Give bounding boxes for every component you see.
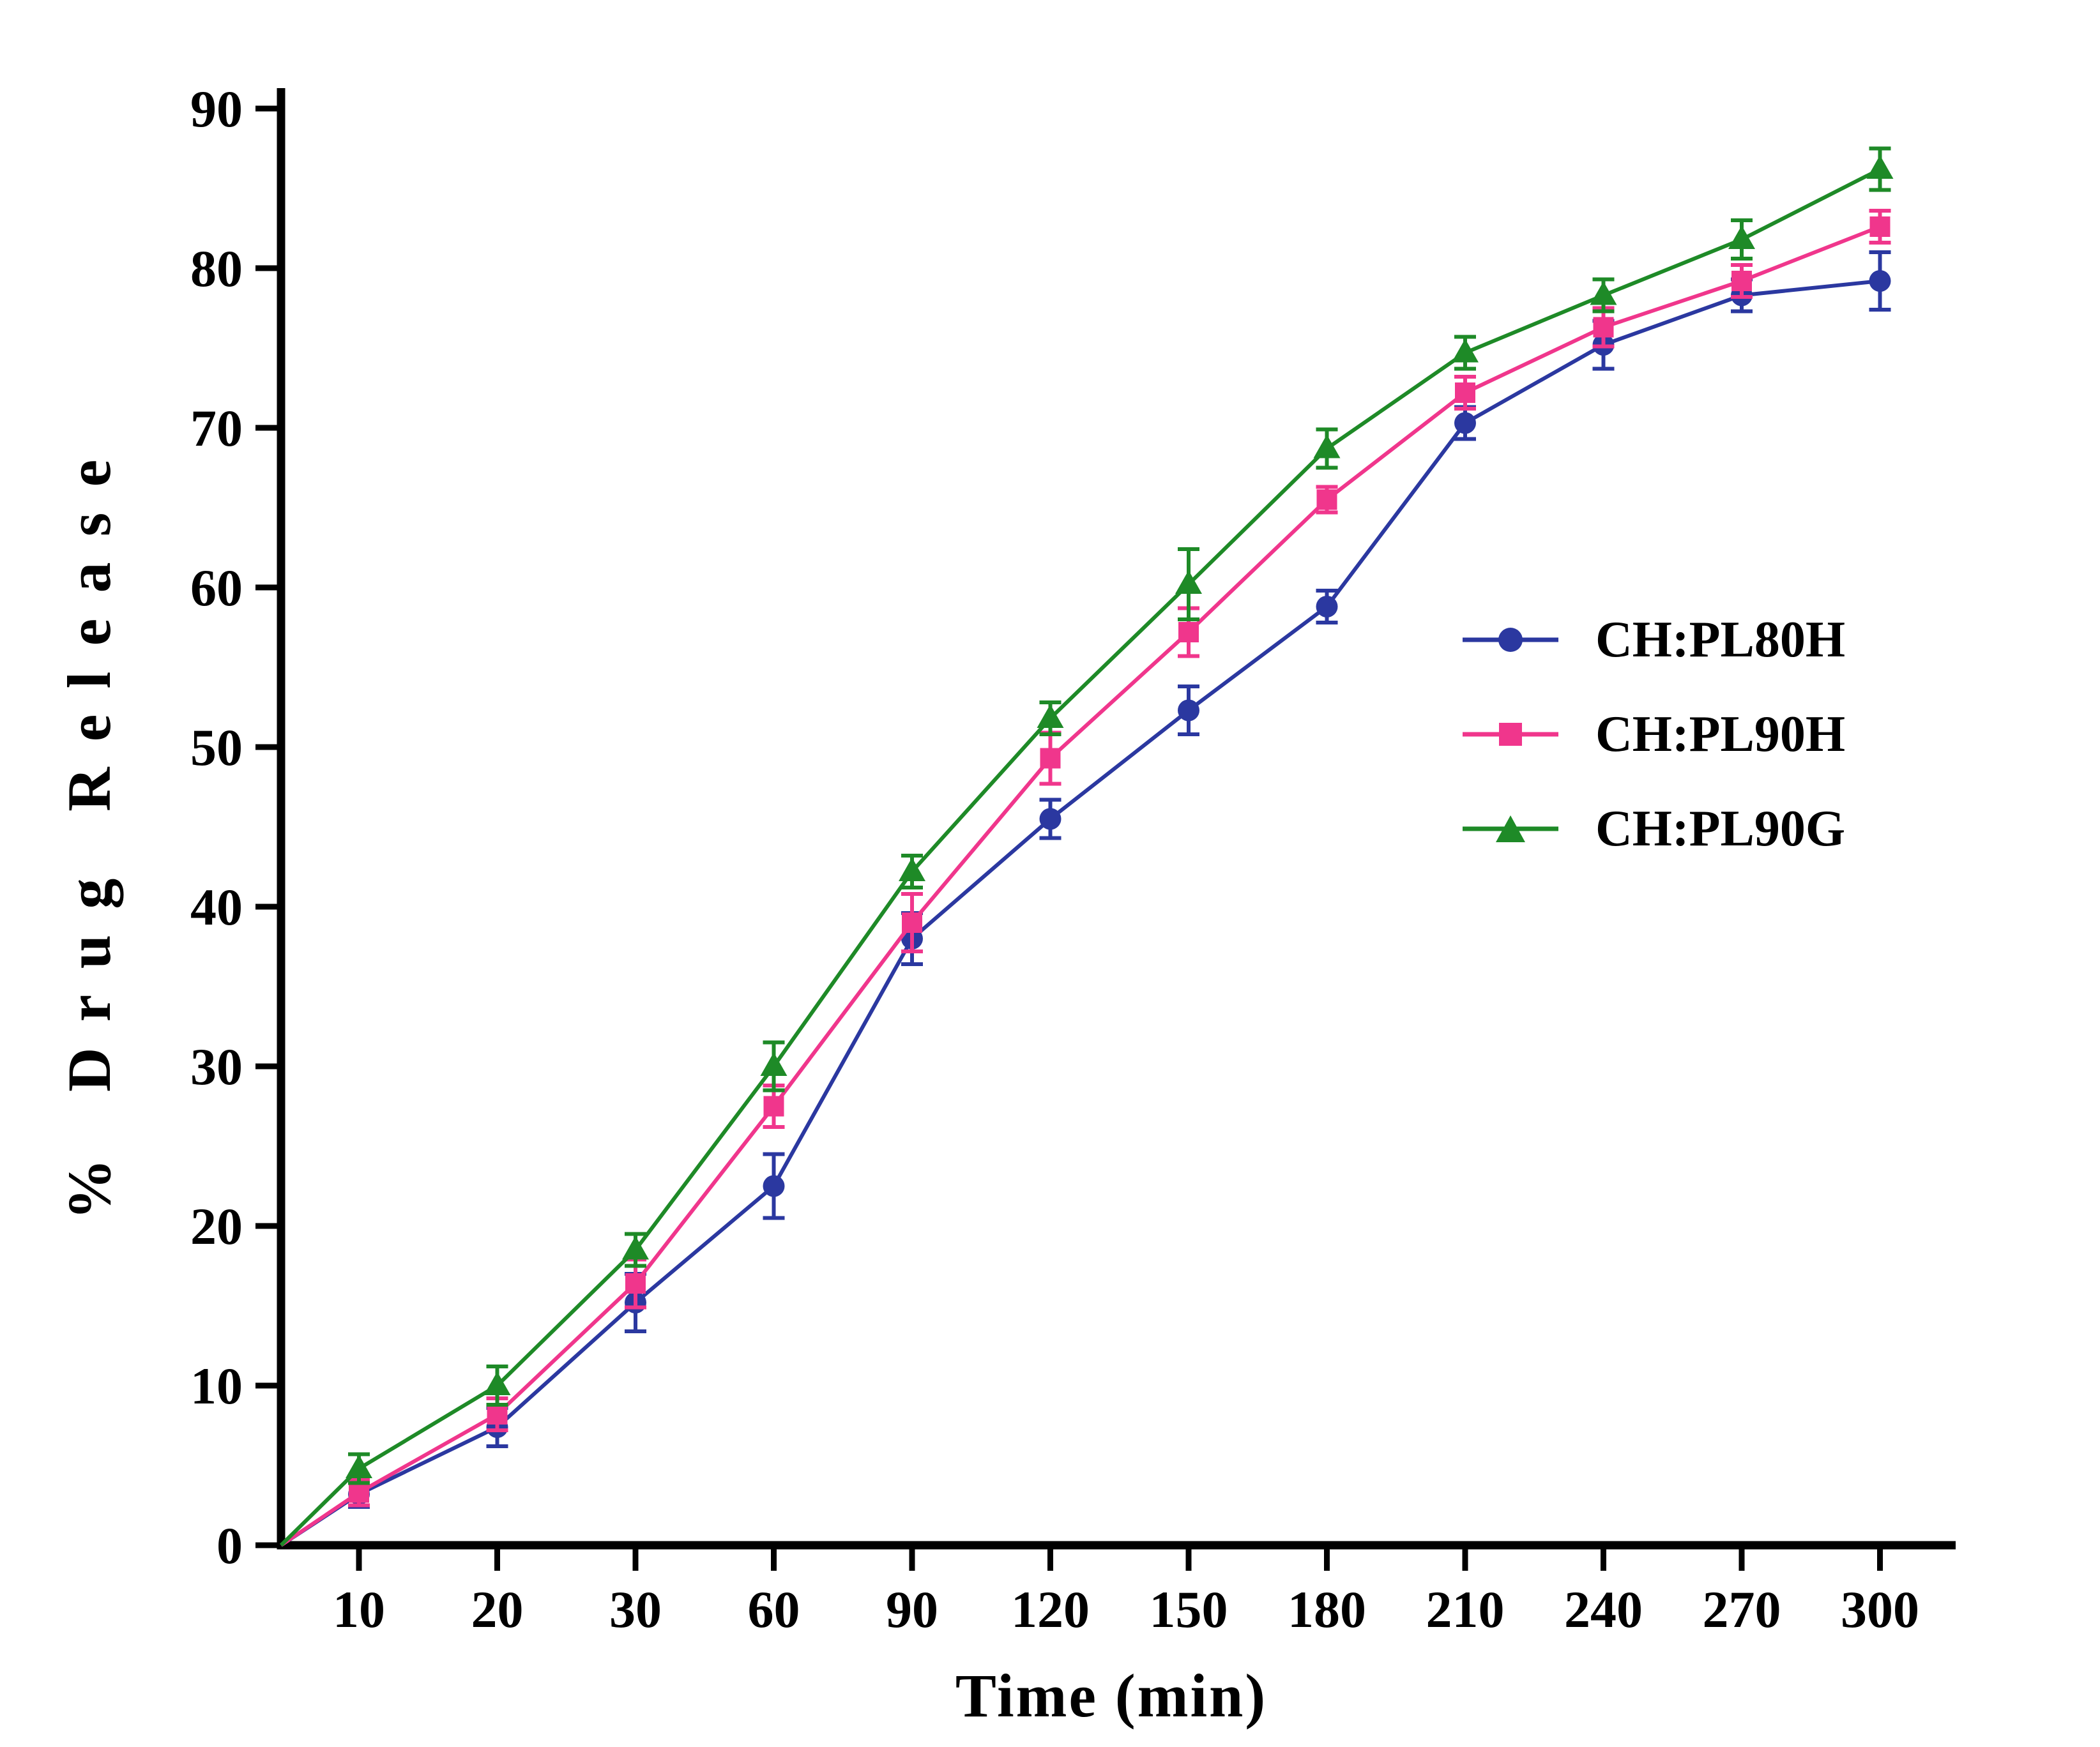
axes: 0 10 20 30 40 50 60 70 80 90 10 20 30 60 90 120 150 180 21… — [190, 80, 1956, 1638]
svg-text:210: 210 — [1426, 1580, 1505, 1638]
svg-text:80: 80 — [190, 239, 243, 298]
square-marker-icon — [1455, 382, 1475, 403]
svg-text:180: 180 — [1288, 1580, 1366, 1638]
legend-item-chpl90h: CH:PL90H — [1463, 702, 1845, 766]
svg-text:20: 20 — [471, 1580, 524, 1638]
circle-marker-icon — [1498, 628, 1523, 652]
svg-text:30: 30 — [609, 1580, 662, 1638]
svg-text:50: 50 — [190, 718, 243, 776]
square-marker-icon — [349, 1482, 369, 1503]
svg-text:0: 0 — [217, 1516, 243, 1575]
square-marker-icon — [1731, 271, 1752, 291]
triangle-marker-icon — [622, 1236, 649, 1260]
circle-marker-icon — [1039, 808, 1061, 830]
series-CH:PL80H — [280, 250, 1891, 1547]
svg-text:120: 120 — [1011, 1580, 1090, 1638]
svg-text:70: 70 — [190, 399, 243, 457]
square-marker-icon — [1593, 317, 1614, 338]
svg-text:240: 240 — [1564, 1580, 1643, 1638]
series-CH:PL90G — [279, 146, 1894, 1547]
circle-marker-icon — [1178, 699, 1199, 722]
square-marker-icon — [1178, 622, 1199, 642]
svg-text:60: 60 — [190, 559, 243, 617]
triangle-marker-icon — [483, 1372, 511, 1395]
square-marker-icon — [1316, 489, 1337, 510]
triangle-marker-icon — [1496, 815, 1525, 842]
square-marker-icon — [1869, 216, 1891, 237]
triangle-marker-icon — [1037, 704, 1064, 728]
triangle-marker-icon — [1728, 225, 1755, 249]
triangle-marker-icon — [1313, 434, 1341, 458]
legend-item-chpl80h: CH:PL80H — [1463, 608, 1845, 672]
legend-label: CH:PL90G — [1595, 800, 1846, 857]
square-marker-icon — [1040, 748, 1061, 769]
series-line — [280, 225, 1881, 1547]
triangle-marker-icon — [1866, 155, 1894, 179]
triangle-marker-icon — [1452, 338, 1479, 363]
svg-text:270: 270 — [1703, 1580, 1781, 1638]
series-CH:PL90H — [280, 209, 1891, 1547]
square-marker-icon — [487, 1404, 508, 1425]
triangle-marker-icon — [346, 1455, 372, 1478]
svg-text:10: 10 — [333, 1580, 385, 1638]
svg-text:150: 150 — [1150, 1580, 1228, 1638]
square-marker-icon — [1499, 723, 1522, 746]
svg-text:10: 10 — [190, 1357, 243, 1415]
triangle-marker-icon — [760, 1052, 788, 1076]
series-line — [280, 279, 1880, 1547]
legend-label: CH:PL90H — [1595, 706, 1846, 762]
square-marker-icon — [902, 912, 922, 933]
square-marker-icon — [625, 1273, 646, 1294]
svg-text:60: 60 — [748, 1580, 800, 1638]
triangle-marker-icon — [1590, 281, 1617, 305]
triangle-marker-icon — [1175, 570, 1202, 594]
square-marker-icon — [763, 1096, 784, 1117]
legend-swatch — [1463, 797, 1558, 861]
legend: CH:PL80H CH:PL90H CH:PL90G — [1463, 608, 1845, 861]
svg-text:40: 40 — [190, 878, 243, 936]
svg-text:300: 300 — [1841, 1580, 1919, 1638]
circle-marker-icon — [1316, 596, 1338, 617]
svg-text:90: 90 — [190, 80, 243, 138]
legend-swatch — [1463, 608, 1558, 672]
svg-text:90: 90 — [886, 1580, 938, 1638]
y-axis-label: % Drug Release — [55, 434, 123, 1220]
circle-marker-icon — [1869, 270, 1891, 292]
svg-text:30: 30 — [190, 1038, 243, 1096]
triangle-marker-icon — [899, 858, 925, 881]
legend-label: CH:PL80H — [1595, 611, 1846, 668]
svg-text:20: 20 — [190, 1197, 243, 1255]
legend-item-chpl90g: CH:PL90G — [1463, 797, 1845, 861]
x-axis-label: Time (min) — [955, 1661, 1268, 1730]
circle-marker-icon — [1454, 412, 1476, 434]
legend-swatch — [1463, 702, 1558, 766]
circle-marker-icon — [763, 1175, 785, 1197]
